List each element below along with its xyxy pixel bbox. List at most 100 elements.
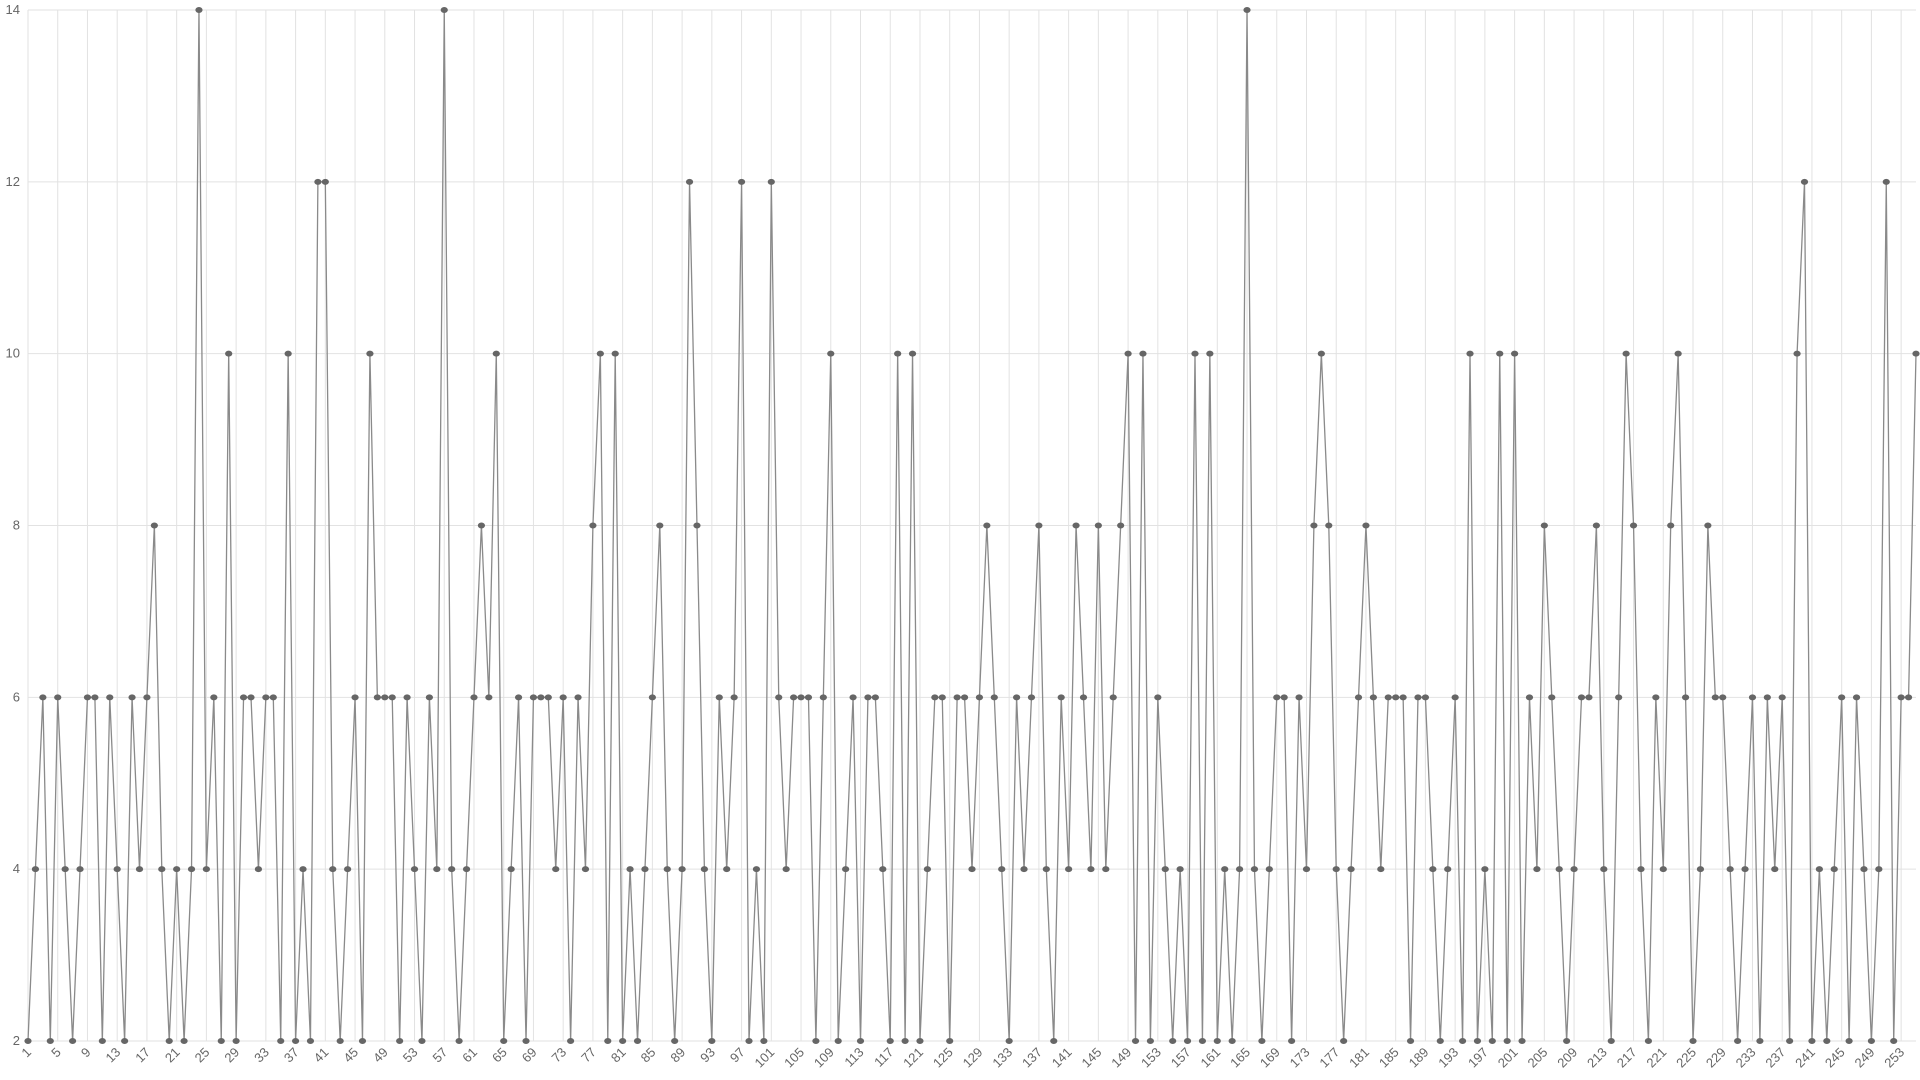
data-point bbox=[879, 866, 887, 873]
data-point bbox=[1748, 694, 1757, 701]
data-point bbox=[700, 866, 709, 873]
data-point bbox=[232, 1038, 240, 1044]
data-point bbox=[1332, 866, 1340, 873]
data-point bbox=[1674, 350, 1682, 357]
data-point bbox=[1778, 694, 1786, 701]
data-point bbox=[1414, 694, 1422, 701]
x-tick-label: 33 bbox=[251, 1045, 272, 1066]
data-point bbox=[648, 694, 656, 701]
x-tick-label: 85 bbox=[638, 1045, 659, 1066]
data-point bbox=[812, 1038, 820, 1044]
data-point bbox=[1845, 1038, 1853, 1044]
data-point bbox=[180, 1038, 188, 1044]
data-point bbox=[373, 694, 381, 701]
data-point bbox=[1511, 350, 1519, 357]
data-point bbox=[1800, 178, 1809, 185]
data-point bbox=[1637, 866, 1645, 873]
data-point bbox=[1570, 866, 1578, 873]
data-point bbox=[1206, 350, 1214, 357]
data-point bbox=[98, 1038, 106, 1044]
data-point bbox=[908, 350, 917, 357]
y-tick-label: 4 bbox=[13, 861, 20, 876]
x-tick-label: 81 bbox=[608, 1045, 629, 1066]
data-point bbox=[1340, 1038, 1348, 1044]
data-point bbox=[425, 694, 433, 701]
data-point bbox=[767, 178, 775, 185]
data-point bbox=[1689, 1038, 1697, 1044]
data-point bbox=[834, 1038, 842, 1044]
x-tick-label: 237 bbox=[1762, 1045, 1788, 1071]
data-point bbox=[581, 866, 590, 873]
data-point bbox=[849, 694, 857, 701]
data-point bbox=[150, 522, 158, 529]
data-point bbox=[1429, 866, 1437, 873]
data-point bbox=[1867, 1038, 1876, 1044]
data-point bbox=[1615, 694, 1623, 701]
data-point bbox=[1577, 694, 1586, 701]
data-point bbox=[1154, 694, 1162, 701]
data-point bbox=[842, 866, 850, 873]
data-point bbox=[433, 866, 441, 873]
x-tick-label: 41 bbox=[311, 1045, 332, 1066]
data-point bbox=[1496, 350, 1504, 357]
x-tick-label: 37 bbox=[281, 1045, 302, 1066]
data-point bbox=[1317, 350, 1325, 357]
data-point bbox=[1072, 522, 1080, 529]
data-point bbox=[1659, 866, 1667, 873]
data-point bbox=[678, 866, 686, 873]
data-point bbox=[1696, 866, 1705, 873]
data-point bbox=[1726, 866, 1734, 873]
x-tick-label: 145 bbox=[1079, 1045, 1105, 1071]
data-point bbox=[1681, 694, 1690, 701]
data-point bbox=[299, 866, 307, 873]
data-point bbox=[775, 694, 783, 701]
data-point bbox=[1325, 522, 1333, 529]
data-point bbox=[1406, 1038, 1415, 1044]
data-point bbox=[1629, 522, 1638, 529]
data-point bbox=[1124, 350, 1132, 357]
data-point bbox=[1280, 694, 1288, 701]
data-point bbox=[448, 866, 456, 873]
data-point bbox=[574, 694, 582, 701]
data-point bbox=[492, 350, 500, 357]
data-point bbox=[1622, 350, 1630, 357]
y-tick-label: 8 bbox=[13, 518, 20, 533]
data-point bbox=[1005, 1038, 1013, 1044]
data-point bbox=[440, 7, 448, 13]
data-point bbox=[916, 1038, 924, 1044]
x-tick-label: 225 bbox=[1673, 1045, 1699, 1071]
data-point bbox=[1734, 1038, 1742, 1044]
x-tick-label: 17 bbox=[132, 1045, 153, 1066]
data-point bbox=[1466, 350, 1474, 357]
data-point bbox=[46, 1038, 54, 1044]
x-tick-label: 197 bbox=[1465, 1045, 1491, 1071]
data-point bbox=[626, 866, 634, 873]
x-tick-label: 89 bbox=[667, 1045, 688, 1066]
data-point bbox=[983, 522, 991, 529]
data-point bbox=[1644, 1038, 1653, 1044]
data-point bbox=[1585, 694, 1593, 701]
data-point bbox=[819, 694, 827, 701]
data-point bbox=[54, 694, 62, 701]
data-point bbox=[500, 1038, 508, 1044]
data-point bbox=[24, 1038, 32, 1044]
x-tick-label: 13 bbox=[102, 1045, 123, 1066]
data-point bbox=[1079, 694, 1088, 701]
data-point bbox=[1102, 866, 1110, 873]
data-point bbox=[797, 694, 805, 701]
data-point bbox=[1183, 1038, 1192, 1044]
data-point bbox=[1451, 694, 1459, 701]
data-point bbox=[269, 694, 277, 701]
x-tick-label: 113 bbox=[841, 1045, 866, 1070]
data-point bbox=[1369, 694, 1377, 701]
data-point bbox=[396, 1038, 404, 1044]
data-point bbox=[113, 866, 121, 873]
data-point bbox=[128, 694, 136, 701]
data-point bbox=[856, 1038, 865, 1044]
x-tick-label: 45 bbox=[340, 1045, 361, 1066]
data-point bbox=[1458, 1038, 1467, 1044]
data-point bbox=[403, 694, 411, 701]
x-tick-label: 141 bbox=[1049, 1045, 1075, 1071]
data-point bbox=[1719, 694, 1727, 701]
data-point bbox=[760, 1038, 768, 1044]
